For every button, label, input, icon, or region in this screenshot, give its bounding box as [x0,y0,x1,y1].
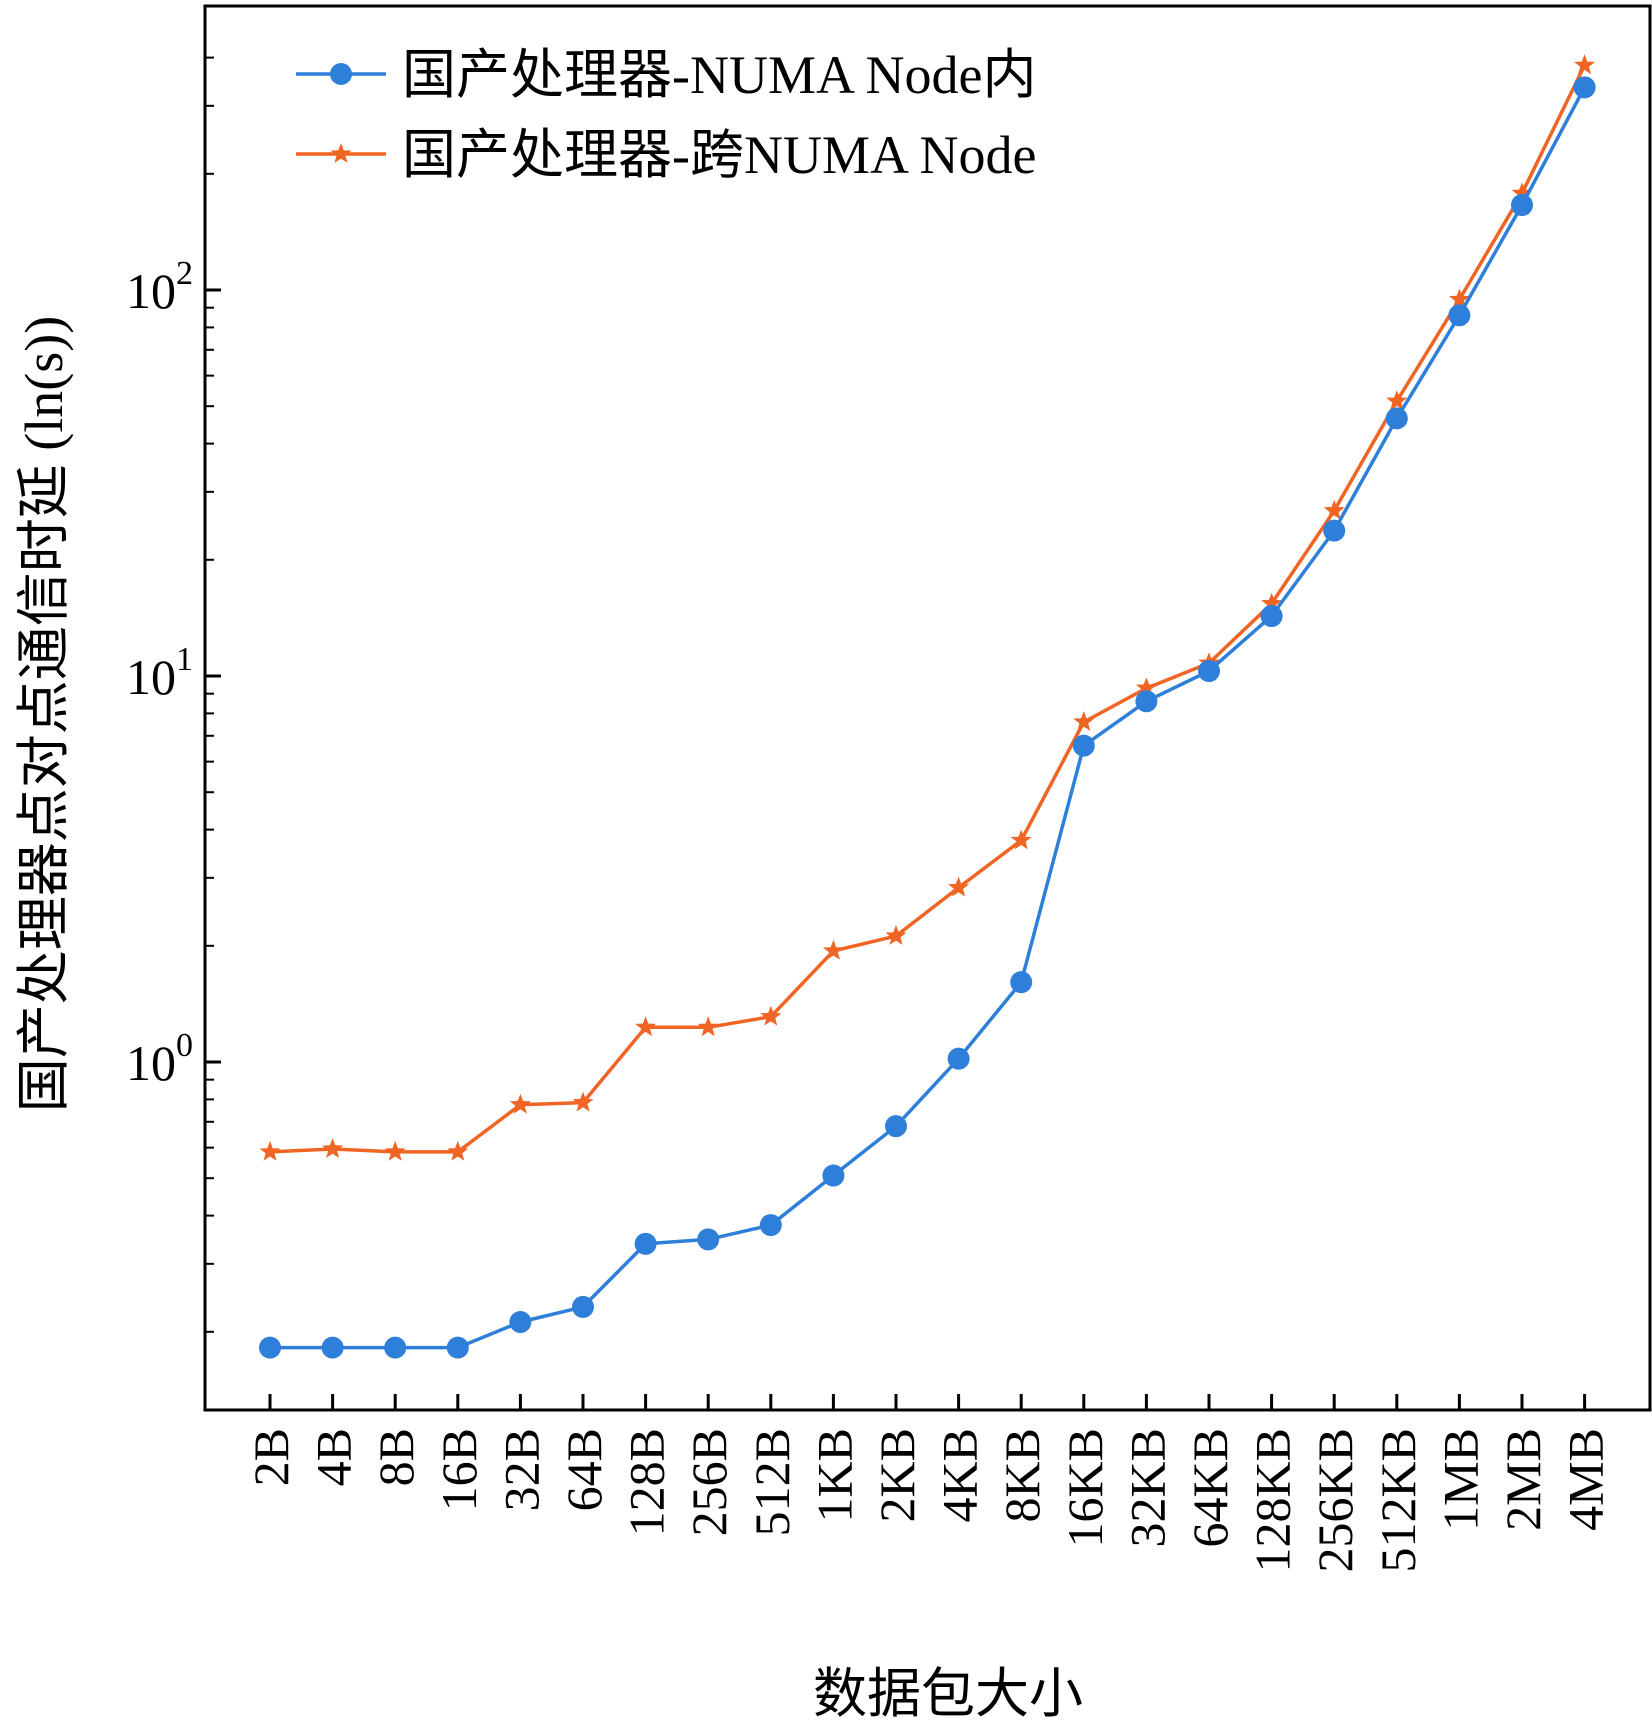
y-tick-base: 10 [126,263,176,319]
x-axis-ticks: 2B 4B 8B 16B 32B 64B 128B 256B 512B 1KB 2KB 4KB 8KB 1… [243,1394,1614,1572]
x-tick-label: 1KB [806,1428,862,1522]
series-line [269,64,1587,1154]
data-point [1260,605,1283,628]
y-tick-exponent: 2 [176,255,193,292]
data-point [322,1138,344,1158]
data-point [885,925,907,945]
data-point [760,1005,782,1026]
x-tick-label: 256KB [1307,1428,1363,1572]
data-point [509,1093,531,1114]
y-tick-base: 10 [126,1035,176,1091]
x-tick-label: 256B [681,1428,737,1536]
data-point [635,1016,657,1037]
y-tick-base: 10 [126,649,176,705]
data-point [634,1232,657,1255]
data-point [885,1115,907,1138]
data-point [1511,182,1533,203]
y-axis-title: 国产处理器点对点通信时延 (ln(s)) [14,316,74,1112]
x-tick-label: 8B [368,1428,424,1486]
data-point [446,1336,469,1359]
x-tick-label: 8KB [994,1428,1050,1522]
data-point [321,1336,344,1359]
data-point [1573,76,1596,99]
data-point [572,1295,594,1318]
x-tick-label: 1MB [1432,1428,1488,1531]
x-tick-label: 4B [306,1428,362,1486]
y-tick-label: 101 [126,641,193,705]
data-point [259,1140,281,1161]
legend-label: 国产处理器-NUMA Node内 [402,45,1036,105]
data-point [1198,660,1220,683]
data-point [259,1336,281,1359]
x-tick-label: 2MB [1495,1428,1551,1531]
data-point [1073,711,1095,731]
legend-swatch-marker [330,63,352,85]
data-point [384,1140,406,1161]
data-point [509,1311,532,1334]
x-tick-label: 32KB [1119,1428,1175,1547]
data-point [1010,829,1032,850]
data-point [1135,677,1157,698]
data-point [572,1091,594,1112]
data-point [1323,499,1345,520]
data-point [1072,734,1095,757]
data-point [1010,971,1033,994]
x-tick-label: 4MB [1558,1428,1614,1531]
series-2 [259,54,1596,1161]
legend-label: 国产处理器-跨NUMA Node [402,125,1036,185]
x-tick-label: 2B [243,1428,299,1486]
data-point [1261,592,1283,613]
x-tick-label: 32B [493,1428,549,1511]
x-tick-label: 16B [431,1428,487,1511]
y-tick-exponent: 0 [176,1027,193,1064]
y-tick-label: 102 [126,255,193,319]
axes [203,4,1652,1412]
y-tick-exponent: 1 [176,641,193,678]
x-tick-label: 512B [744,1428,800,1536]
data-point [1448,304,1471,327]
data-point [697,1016,719,1037]
data-point [1574,54,1596,75]
series-layer [259,54,1596,1359]
data-point [1386,390,1408,411]
data-point [1385,407,1408,430]
x-tick-label: 64B [556,1428,612,1511]
x-tick-label: 16KB [1057,1428,1113,1547]
y-tick-label: 100 [126,1027,193,1091]
data-point [384,1336,407,1359]
legend-item-2: 国产处理器-跨NUMA Node [296,125,1036,185]
series-line [270,86,1587,1350]
x-axis-title: 数据包大小 [813,1664,1083,1724]
data-point [1511,194,1533,217]
x-tick-label: 4KB [932,1428,988,1522]
data-point [1135,690,1158,713]
x-tick-label: 512KB [1370,1428,1426,1572]
data-point [822,1164,845,1187]
data-point [697,1228,720,1251]
data-point [1448,288,1470,309]
data-point [447,1140,469,1161]
x-tick-label: 128KB [1245,1428,1301,1572]
x-tick-label: 128B [619,1428,675,1536]
data-point [948,876,970,897]
legend-item-1: 国产处理器-NUMA Node内 [296,45,1036,105]
data-point [822,939,844,960]
data-point [947,1047,970,1070]
plot-frame [203,4,1652,1412]
data-point [1323,519,1346,542]
x-tick-label: 2KB [869,1428,925,1522]
legend-swatch-marker [330,143,352,163]
data-point [759,1214,782,1237]
x-tick-label: 64KB [1182,1428,1238,1547]
series-1 [259,76,1596,1359]
